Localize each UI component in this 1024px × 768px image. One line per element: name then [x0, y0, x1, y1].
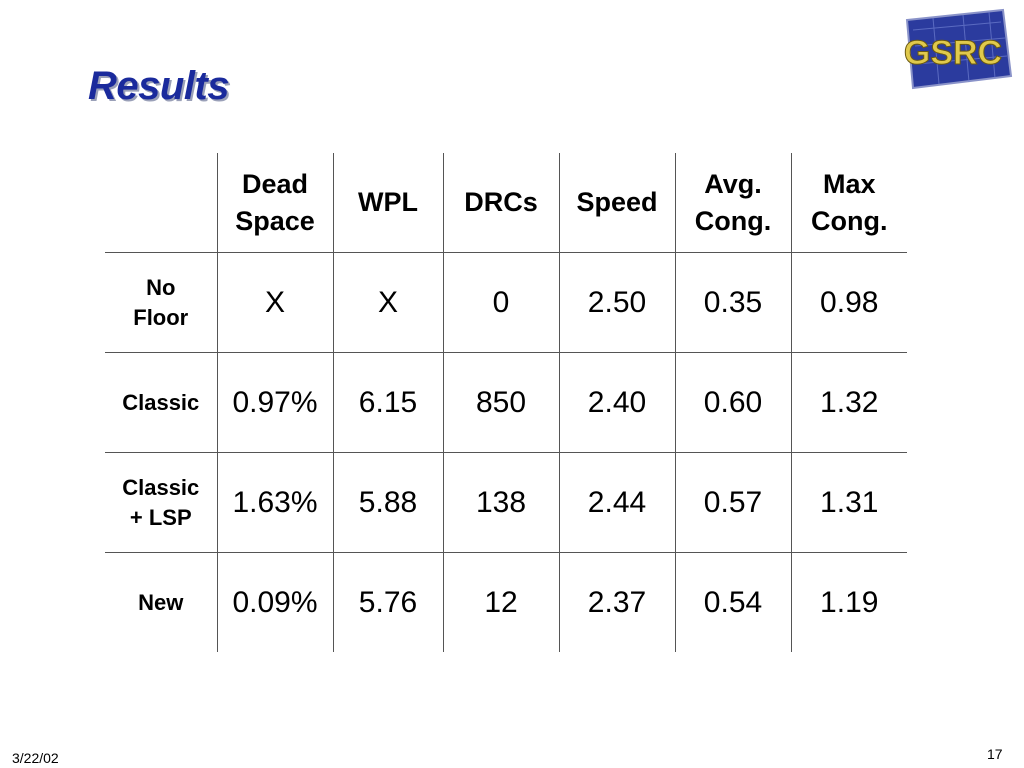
footer-date: 3/22/02 — [12, 750, 59, 766]
column-header-avg-cong: Avg. Cong. — [674, 153, 791, 253]
results-table: Dead Space WPL DRCs Speed Avg. Cong. Max… — [105, 153, 907, 652]
table-cell: 0.35 — [674, 252, 791, 353]
table-cell: 0.97% — [216, 352, 333, 453]
table-header-row: Dead Space WPL DRCs Speed Avg. Cong. Max… — [105, 153, 907, 253]
column-header-drcs: DRCs — [442, 153, 559, 253]
table-cell: 1.32 — [790, 352, 907, 453]
table-cell: 0.54 — [674, 552, 791, 652]
table-row: New 0.09% 5.76 12 2.37 0.54 1.19 — [105, 552, 907, 652]
table-cell: X — [332, 252, 443, 353]
column-header-corner — [105, 153, 217, 253]
table-cell: 6.15 — [332, 352, 443, 453]
table-cell: 5.88 — [332, 452, 443, 553]
page-number: 17 — [987, 746, 1003, 762]
table-cell: 1.63% — [216, 452, 333, 553]
table-cell: 2.50 — [558, 252, 675, 353]
table-cell: 12 — [442, 552, 559, 652]
row-header: Classic — [105, 352, 217, 453]
table-row: No Floor X X 0 2.50 0.35 0.98 — [105, 252, 907, 353]
row-header: No Floor — [105, 252, 217, 353]
slide-title: Results — [88, 64, 230, 108]
table-cell: 0.57 — [674, 452, 791, 553]
table-cell: 2.44 — [558, 452, 675, 553]
table-cell: 0 — [442, 252, 559, 353]
column-header-speed: Speed — [558, 153, 675, 253]
column-header-wpl: WPL — [332, 153, 443, 253]
table-cell: 5.76 — [332, 552, 443, 652]
table-cell: 1.19 — [790, 552, 907, 652]
table-cell: 138 — [442, 452, 559, 553]
table-cell: 0.98 — [790, 252, 907, 353]
table-cell: 0.60 — [674, 352, 791, 453]
table-cell: X — [216, 252, 333, 353]
gsrc-logo: GSRC — [893, 6, 1015, 92]
table-cell: 1.31 — [790, 452, 907, 553]
table-row: Classic 0.97% 6.15 850 2.40 0.60 1.32 — [105, 352, 907, 453]
column-header-dead-space: Dead Space — [216, 153, 333, 253]
gsrc-logo-text: GSRC — [904, 34, 1002, 72]
gsrc-logo-graphic: GSRC — [903, 8, 1013, 90]
table-cell: 850 — [442, 352, 559, 453]
column-header-max-cong: Max Cong. — [790, 153, 907, 253]
row-header: Classic + LSP — [105, 452, 217, 553]
table-cell: 0.09% — [216, 552, 333, 652]
table-row: Classic + LSP 1.63% 5.88 138 2.44 0.57 1… — [105, 452, 907, 553]
table-cell: 2.37 — [558, 552, 675, 652]
row-header: New — [105, 552, 217, 652]
table-cell: 2.40 — [558, 352, 675, 453]
